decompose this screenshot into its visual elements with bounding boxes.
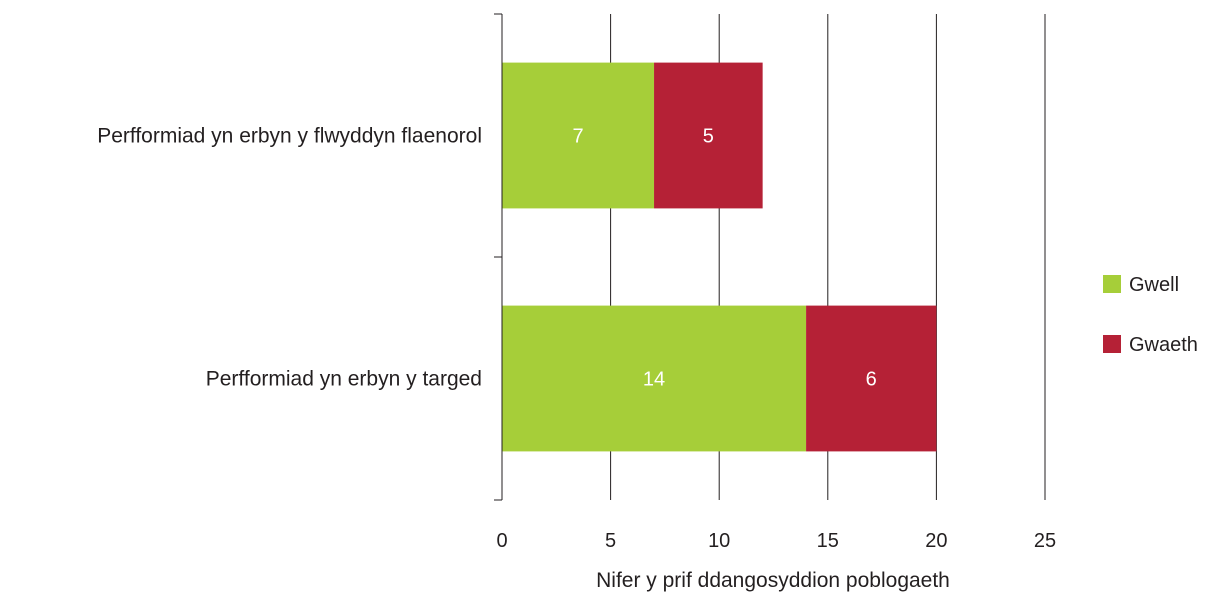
legend: Gwell Gwaeth bbox=[1103, 274, 1198, 356]
x-tick-label: 15 bbox=[817, 530, 839, 552]
x-tick-label: 10 bbox=[708, 530, 730, 552]
legend-swatch-gwaeth bbox=[1103, 335, 1121, 353]
legend-swatch-gwell bbox=[1103, 275, 1121, 293]
bar-gwaeth bbox=[654, 62, 763, 209]
bar-gwell bbox=[502, 62, 655, 209]
bar-gwell bbox=[502, 305, 807, 452]
data-label: 7 bbox=[572, 126, 583, 148]
category-label: Perfformiad yn erbyn y flwyddyn flaenoro… bbox=[97, 125, 482, 148]
x-tick-label: 0 bbox=[496, 530, 507, 552]
bar-gwaeth bbox=[806, 305, 937, 452]
x-tick-label: 5 bbox=[605, 530, 616, 552]
x-tick-label: 20 bbox=[925, 530, 947, 552]
category-label: Perfformiad yn erbyn y targed bbox=[206, 368, 482, 391]
legend-label: Gwaeth bbox=[1129, 334, 1198, 356]
data-label: 5 bbox=[703, 126, 714, 148]
bars bbox=[502, 62, 937, 452]
labels: 0 5 10 15 20 25 7 5 Perfformiad yn erbyn y flwyd… bbox=[97, 125, 1056, 553]
legend-label: Gwell bbox=[1129, 274, 1179, 296]
data-label: 6 bbox=[866, 369, 877, 391]
x-tick-label: 25 bbox=[1034, 530, 1056, 552]
x-axis-title: Nifer y prif ddangosyddion poblogaeth bbox=[596, 569, 950, 592]
data-label: 14 bbox=[643, 369, 665, 391]
axes bbox=[494, 13, 503, 501]
